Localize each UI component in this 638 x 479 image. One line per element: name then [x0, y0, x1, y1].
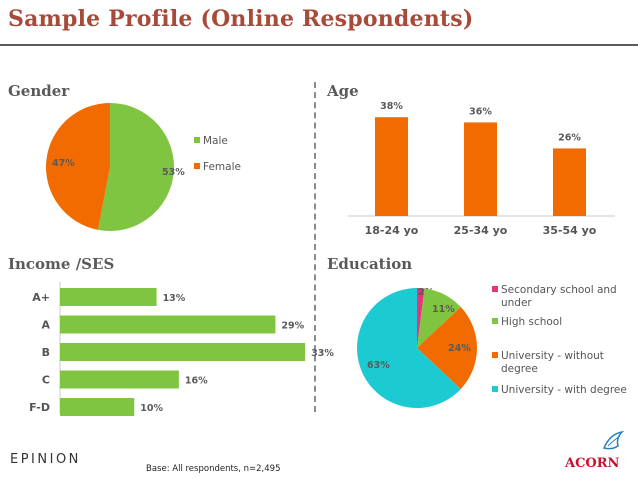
income-bar-chart: 13% A+ 29% A 33% B 16% C 10% F-D [29, 282, 334, 416]
legend-label: University - with degree [501, 384, 627, 396]
bar-data-label: 13% [163, 293, 186, 304]
bar-data-label: 16% [185, 376, 208, 387]
legend-label-line: University - with degree [501, 384, 627, 396]
x-tick-label: 25-34 yo [454, 224, 508, 237]
page-title: Sample Profile (Online Respondents) [8, 6, 474, 32]
pie-data-label: 47% [52, 158, 75, 169]
legend-label-male: Male [203, 135, 228, 147]
bar-data-label: 36% [469, 106, 492, 117]
legend-swatch [492, 286, 498, 292]
age-section-title: Age [327, 82, 359, 100]
x-tick-label: 18-24 yo [365, 224, 419, 237]
legend-label-line: High school [501, 316, 562, 328]
legend-swatch [194, 137, 200, 143]
acorn-logo-mark [602, 430, 625, 450]
pie-slice-female [46, 103, 110, 230]
pie-data-label: 63% [367, 360, 390, 371]
pie-data-label: 11% [432, 304, 455, 315]
age-bar-chart: 38% 18-24 yo 36% 25-34 yo 26% 35-54 yo [348, 101, 615, 237]
bar [375, 117, 408, 216]
acorn-logo: ACORN [565, 456, 620, 471]
legend-label-line: Secondary school and [501, 284, 617, 296]
legend-label-female: Female [203, 161, 241, 173]
y-tick-label: C [42, 374, 50, 387]
y-tick-label: F-D [29, 401, 50, 414]
legend-swatch [492, 352, 498, 358]
bar-data-label: 33% [311, 348, 334, 359]
income-section-title: Income /SES [8, 255, 115, 273]
gender-section-title: Gender [8, 82, 70, 100]
legend-label: High school [501, 316, 562, 328]
pie-slice [417, 288, 461, 348]
legend-label-line: degree [501, 363, 538, 375]
pie-slice-male [98, 103, 175, 231]
legend-label: Secondary school and under [501, 284, 617, 309]
legend-swatch [492, 386, 498, 392]
legend-swatch [492, 318, 498, 324]
bar-data-label: 10% [140, 403, 163, 414]
bar [60, 343, 306, 361]
pie-slice [417, 306, 477, 390]
legend-label-line: under [501, 297, 532, 309]
bar-data-label: 38% [380, 101, 403, 112]
education-section-title: Education [327, 255, 413, 273]
pie-slice [417, 288, 425, 348]
y-tick-label: B [42, 346, 50, 359]
legend-swatch [194, 163, 200, 169]
bar [464, 122, 497, 216]
bar [553, 148, 586, 216]
section-divider [314, 82, 316, 412]
y-tick-label: A [41, 319, 50, 332]
bar-data-label: 26% [558, 132, 581, 143]
bar [60, 315, 276, 334]
legend-label: University - without degree [501, 350, 604, 375]
education-pie-chart: 2%11%24%63%Secondary school andunderHigh… [357, 284, 627, 408]
pie-slice [357, 288, 461, 408]
epinion-logo: EPINION [10, 452, 81, 467]
base-note: Base: All respondents, n=2,495 [146, 464, 281, 474]
y-tick-label: A+ [32, 291, 50, 304]
pie-data-label: 24% [448, 343, 471, 354]
pie-data-label: 53% [162, 167, 185, 178]
legend-label-line: University - without [501, 350, 604, 362]
bar [60, 288, 157, 306]
title-divider [0, 44, 638, 46]
x-tick-label: 35-54 yo [543, 224, 597, 237]
bar [60, 398, 135, 416]
gender-pie-chart: 53% 47% Male Female [46, 103, 241, 231]
bar-data-label: 29% [281, 321, 304, 332]
bar [60, 370, 179, 389]
